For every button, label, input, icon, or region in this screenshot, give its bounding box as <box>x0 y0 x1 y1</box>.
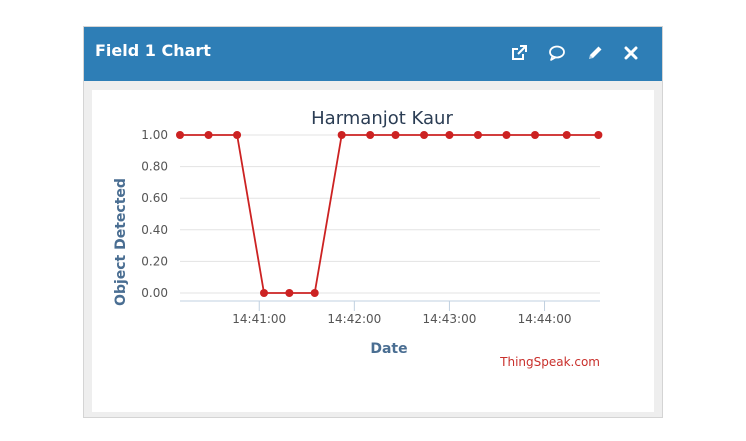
x-tick-label: 14:42:00 <box>327 312 381 326</box>
data-point[interactable] <box>531 131 540 139</box>
x-axis-label: Date <box>370 341 407 357</box>
data-point[interactable] <box>204 131 213 139</box>
y-tick-label: 0.20 <box>141 254 168 268</box>
y-axis-label: Object Detected <box>113 178 129 306</box>
x-tick-label: 14:43:00 <box>422 312 476 326</box>
chart-widget: Field 1 Chart <box>83 26 663 418</box>
pencil-icon <box>589 46 602 59</box>
close-icon <box>624 46 638 60</box>
data-point[interactable] <box>260 289 268 297</box>
data-point[interactable] <box>176 131 184 139</box>
y-tick-label: 0.00 <box>141 286 168 300</box>
data-point[interactable] <box>366 131 375 139</box>
series-line <box>180 134 599 294</box>
grid-lines <box>180 134 600 311</box>
credit-link[interactable]: ThingSpeak.com <box>499 355 600 369</box>
y-tick-label: 0.80 <box>141 160 168 174</box>
data-point[interactable] <box>285 289 294 297</box>
close-button[interactable] <box>619 41 643 65</box>
data-point[interactable] <box>473 131 482 139</box>
data-point[interactable] <box>502 131 511 139</box>
external-link-icon <box>512 45 527 60</box>
speech-bubble-icon <box>549 45 565 61</box>
data-point[interactable] <box>233 131 242 139</box>
chart-title: Harmanjot Kaur <box>311 108 453 129</box>
data-point[interactable] <box>445 131 454 139</box>
open-external-button[interactable] <box>507 41 531 65</box>
data-point[interactable] <box>337 131 346 139</box>
y-tick-label: 0.60 <box>141 191 168 205</box>
series-marks <box>176 131 603 297</box>
data-point[interactable] <box>310 289 319 297</box>
widget-title: Field 1 Chart <box>95 41 211 60</box>
line-chart: Harmanjot Kaur Object Detected Date Thin… <box>113 108 603 369</box>
y-tick-label: 1.00 <box>141 128 168 142</box>
data-point[interactable] <box>562 131 571 139</box>
comment-button[interactable] <box>545 41 569 65</box>
tick-labels: 0.00 0.20 0.40 0.60 0.80 1.00 14:41:00 14:42:00… <box>141 128 571 326</box>
edit-button[interactable] <box>583 41 607 65</box>
x-tick-label: 14:41:00 <box>232 312 286 326</box>
data-point[interactable] <box>594 131 603 139</box>
widget-header: Field 1 Chart <box>84 27 662 81</box>
data-point[interactable] <box>420 131 429 139</box>
x-tick-label: 14:44:00 <box>518 312 572 326</box>
data-point[interactable] <box>391 131 400 139</box>
y-tick-label: 0.40 <box>141 223 168 237</box>
chart-area: Harmanjot Kaur Object Detected Date Thin… <box>92 90 654 412</box>
